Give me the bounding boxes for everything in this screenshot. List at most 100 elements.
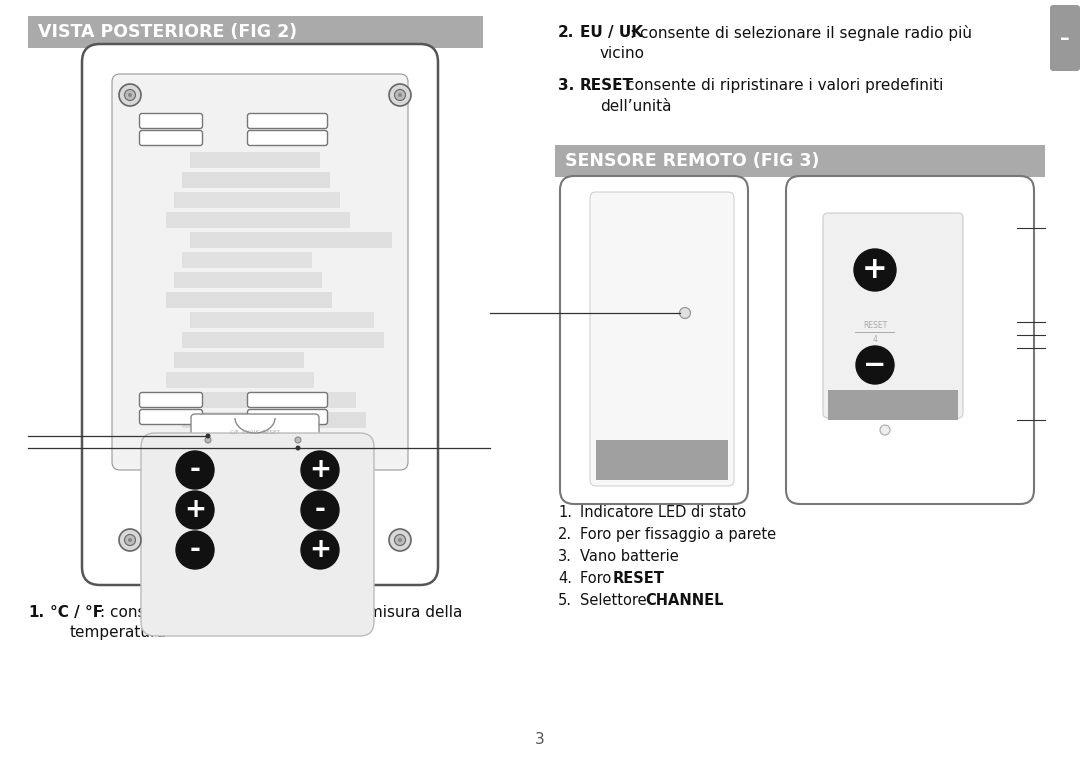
Text: 1.: 1. [558,505,572,520]
FancyBboxPatch shape [823,213,963,418]
Circle shape [176,531,214,569]
Text: 5.: 5. [558,593,572,608]
Circle shape [399,538,402,542]
FancyBboxPatch shape [247,113,327,129]
Text: 3: 3 [535,733,545,747]
Bar [174,192,340,208]
Text: VISTA POSTERIORE (FIG 2): VISTA POSTERIORE (FIG 2) [38,23,297,41]
Text: 2.: 2. [558,25,575,40]
Text: vicino: vicino [600,46,645,61]
Text: SENSORE REMOTO (FIG 3): SENSORE REMOTO (FIG 3) [565,152,820,170]
Circle shape [856,346,894,384]
Bar [28,16,483,48]
Text: Foro per fissaggio a parete: Foro per fissaggio a parete [580,527,777,542]
Circle shape [124,534,135,546]
Text: EU / UK: EU / UK [580,25,643,40]
Circle shape [301,451,339,489]
Circle shape [119,529,141,551]
Circle shape [394,534,405,546]
Text: RESET: RESET [580,78,634,93]
FancyBboxPatch shape [139,113,203,129]
FancyBboxPatch shape [141,433,374,636]
Bar [183,172,330,188]
FancyBboxPatch shape [112,74,408,470]
Circle shape [129,538,132,542]
FancyBboxPatch shape [561,176,748,504]
FancyBboxPatch shape [139,130,203,145]
Circle shape [389,529,411,551]
Text: CHANNEL: CHANNEL [645,593,724,608]
Text: 2.: 2. [558,527,572,542]
Circle shape [301,531,339,569]
Bar [828,390,958,420]
Circle shape [205,437,211,443]
Text: Foro: Foro [580,571,616,586]
FancyBboxPatch shape [786,176,1034,504]
Text: Vano batterie: Vano batterie [580,549,678,564]
Bar [166,372,314,388]
Text: C/F  EU/UK  RESET: C/F EU/UK RESET [230,429,280,435]
Circle shape [129,93,132,97]
FancyBboxPatch shape [1050,5,1080,71]
Circle shape [880,425,890,435]
Bar [166,212,350,228]
Text: 3.: 3. [558,549,572,564]
Bar [174,272,322,288]
Text: °C / °F: °C / °F [50,605,103,620]
Circle shape [679,307,690,319]
Circle shape [296,445,300,451]
FancyBboxPatch shape [590,192,734,486]
Text: -: - [190,457,201,483]
Circle shape [295,437,301,443]
Circle shape [301,491,339,529]
Text: +: + [309,457,330,483]
Text: dell’unità: dell’unità [600,99,672,114]
Text: Selettore: Selettore [580,593,651,608]
Text: : consente di selezionare il segnale radio più: : consente di selezionare il segnale rad… [631,25,972,41]
FancyBboxPatch shape [247,409,327,425]
FancyBboxPatch shape [247,393,327,407]
Bar [190,312,374,328]
Text: 4: 4 [873,336,877,345]
Text: Indicatore LED di stato: Indicatore LED di stato [580,505,746,520]
Bar [183,412,366,428]
Text: temperatura: temperatura [70,625,166,640]
Bar [174,352,303,368]
Text: 3.: 3. [558,78,575,93]
Text: -: - [190,537,201,563]
Circle shape [205,434,211,438]
FancyBboxPatch shape [247,130,327,145]
FancyBboxPatch shape [191,414,319,450]
Text: +: + [184,497,206,523]
Circle shape [394,90,405,100]
Bar [596,440,728,480]
FancyBboxPatch shape [82,44,438,585]
Text: 1.: 1. [28,605,44,620]
Text: : consente di selezionare l’unità di misura della: : consente di selezionare l’unità di mis… [100,605,462,620]
Text: : consente di ripristinare i valori predefiniti: : consente di ripristinare i valori pred… [616,78,943,93]
Text: –: – [1061,28,1070,47]
Bar [855,332,895,333]
Bar [166,292,332,308]
Text: RESET: RESET [863,320,887,330]
Bar [183,252,312,268]
Bar [555,145,1045,177]
FancyBboxPatch shape [139,409,203,425]
Circle shape [124,90,135,100]
Bar [190,232,392,248]
Text: −: − [863,351,887,379]
Bar [190,392,356,408]
Text: -: - [314,497,325,523]
Circle shape [176,451,214,489]
Text: +: + [309,537,330,563]
FancyBboxPatch shape [139,393,203,407]
Circle shape [854,249,896,291]
Circle shape [389,84,411,106]
Text: +: + [862,256,888,285]
Circle shape [176,491,214,529]
Text: RESET: RESET [612,571,664,586]
Circle shape [119,84,141,106]
Text: 4.: 4. [558,571,572,586]
Bar [183,332,384,348]
Circle shape [399,93,402,97]
